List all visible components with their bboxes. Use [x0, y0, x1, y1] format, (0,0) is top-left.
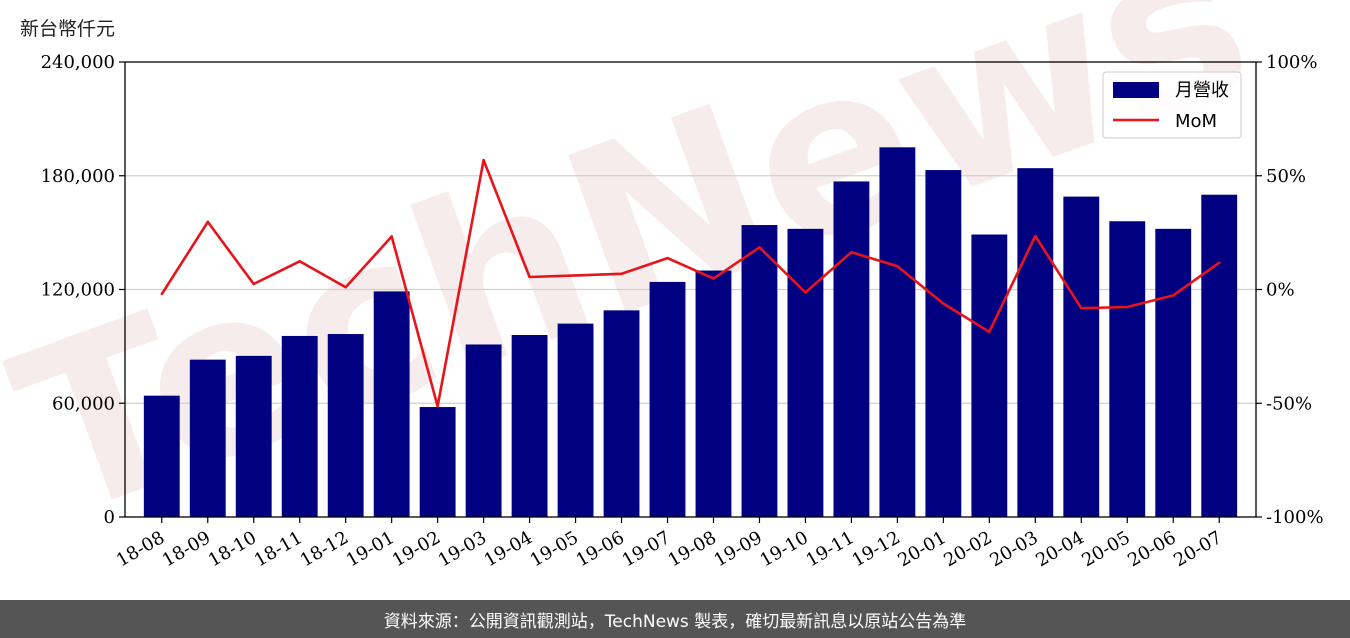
- x-tick-label: 19-07: [619, 527, 674, 571]
- bar-20-02: [971, 234, 1008, 518]
- left-tick-label: 60,000: [52, 393, 115, 414]
- bar-19-05: [557, 323, 594, 517]
- mom-point-18-10: [252, 282, 255, 286]
- bar-19-07: [649, 281, 686, 517]
- x-tick-label: 18-12: [297, 527, 352, 571]
- x-tick-label: 19-11: [802, 527, 857, 571]
- bar-18-12: [327, 334, 364, 517]
- bar-20-03: [1017, 168, 1054, 517]
- legend: 月營收 MoM: [1102, 71, 1242, 139]
- bar-18-08: [143, 395, 180, 517]
- x-tick-label: 20-06: [1124, 527, 1179, 571]
- bar-19-06: [603, 310, 640, 517]
- x-tick-label: 20-03: [986, 527, 1041, 571]
- mom-point-19-01: [390, 235, 393, 238]
- bar-20-06: [1155, 228, 1192, 518]
- bar-19-04: [511, 335, 548, 517]
- mom-point-19-06: [620, 272, 623, 276]
- x-tick-label: 19-12: [848, 527, 903, 571]
- bar-19-10: [787, 228, 824, 518]
- left-tick-label: 0: [104, 507, 115, 528]
- mom-point-19-03: [482, 158, 485, 162]
- left-tick-label: 180,000: [41, 166, 115, 187]
- x-tick-label: 19-02: [389, 527, 444, 571]
- x-tick-label: 19-03: [435, 527, 490, 571]
- x-tick-label: 20-02: [940, 527, 995, 571]
- mom-point-18-08: [160, 292, 163, 296]
- mom-point-20-06: [1172, 294, 1175, 297]
- line-series: [160, 158, 1221, 408]
- x-tick-label: 19-08: [665, 527, 720, 571]
- x-tick-label: 19-06: [573, 527, 628, 571]
- mom-point-20-05: [1126, 305, 1129, 309]
- mom-point-18-11: [298, 260, 301, 263]
- mom-point-19-10: [804, 291, 807, 294]
- mom-point-19-11: [850, 250, 853, 254]
- mom-point-19-05: [574, 274, 577, 277]
- bar-20-01: [925, 170, 962, 517]
- bar-18-10: [235, 355, 272, 517]
- mom-point-19-08: [712, 277, 715, 280]
- left-tick-label: 120,000: [41, 280, 115, 301]
- x-tick-label: 20-01: [894, 527, 949, 571]
- bar-19-12: [879, 147, 916, 517]
- left-tick-label: 240,000: [41, 52, 115, 73]
- legend-bar-label: 月營收: [1175, 80, 1229, 101]
- bar-20-05: [1109, 221, 1146, 517]
- x-tick-label: 20-07: [1170, 527, 1225, 571]
- right-tick-label: 50%: [1266, 166, 1306, 187]
- mom-point-19-09: [758, 246, 761, 249]
- x-tick-label: 20-05: [1078, 527, 1133, 571]
- mom-point-19-07: [666, 256, 669, 260]
- x-tick-label: 19-09: [711, 527, 766, 571]
- mom-point-20-02: [988, 330, 991, 334]
- bar-19-01: [373, 291, 410, 517]
- mom-point-20-01: [942, 302, 945, 305]
- mom-point-20-07: [1218, 261, 1221, 264]
- chart: TechNews 060,000120,000180,000240,000-10…: [0, 0, 1324, 571]
- x-tick-label: 20-04: [1032, 527, 1087, 571]
- x-tick-label: 19-01: [343, 527, 398, 571]
- bar-19-03: [465, 344, 502, 517]
- x-tick-label: 19-10: [757, 527, 812, 571]
- source-footer: 資料來源：公開資訊觀測站，TechNews 製表，確切最新訊息以原站公告為準: [0, 600, 1350, 638]
- bar-19-11: [833, 181, 870, 517]
- bar-18-11: [281, 335, 318, 517]
- y-axis-unit-label: 新台幣仟元: [20, 18, 116, 40]
- legend-line-label: MoM: [1175, 111, 1217, 132]
- x-tick-label: 18-11: [251, 527, 306, 571]
- bar-19-08: [695, 270, 732, 517]
- right-tick-label: -100%: [1266, 507, 1324, 528]
- mom-point-20-03: [1034, 234, 1037, 238]
- mom-point-18-09: [206, 220, 209, 224]
- x-tick-label: 19-05: [527, 527, 582, 571]
- mom-point-19-02: [436, 405, 439, 408]
- mom-point-19-12: [896, 265, 899, 268]
- x-tick-label: 19-04: [481, 527, 536, 571]
- mom-point-20-04: [1080, 306, 1083, 310]
- mom-point-18-12: [344, 286, 347, 289]
- mom-line: [160, 158, 1220, 408]
- mom-point-19-04: [528, 275, 531, 279]
- x-tick-label: 18-10: [205, 527, 260, 571]
- bar-series: [143, 147, 1238, 518]
- bar-18-09: [189, 359, 226, 517]
- bar-19-09: [741, 225, 778, 517]
- source-footer-text: 資料來源：公開資訊觀測站，TechNews 製表，確切最新訊息以原站公告為準: [383, 611, 967, 632]
- right-tick-label: -50%: [1266, 393, 1312, 414]
- legend-bar-swatch: [1113, 82, 1159, 98]
- bar-20-07: [1201, 194, 1238, 518]
- right-tick-label: 100%: [1266, 52, 1317, 73]
- bar-20-04: [1063, 196, 1100, 517]
- right-tick-label: 0%: [1266, 280, 1295, 301]
- bar-19-02: [419, 407, 456, 517]
